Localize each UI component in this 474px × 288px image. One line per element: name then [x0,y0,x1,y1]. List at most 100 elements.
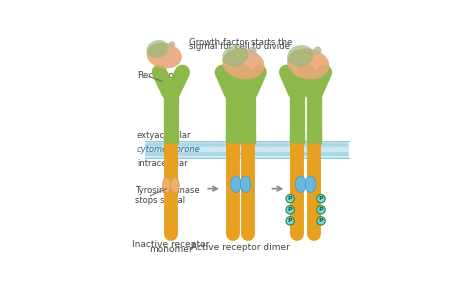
Text: P: P [319,207,323,212]
Circle shape [162,143,165,146]
Circle shape [275,153,278,155]
Text: Receptor: Receptor [137,71,178,80]
Circle shape [249,153,252,155]
Circle shape [345,143,348,146]
Circle shape [242,153,245,155]
Circle shape [317,217,325,225]
Circle shape [259,143,262,146]
Circle shape [305,153,308,155]
Ellipse shape [222,45,248,67]
Circle shape [309,153,311,155]
Circle shape [302,143,305,146]
Text: P: P [319,196,323,201]
Circle shape [219,153,221,155]
Circle shape [299,153,301,155]
Bar [146,141,349,158]
Text: Active receptor dimer: Active receptor dimer [191,243,290,252]
Ellipse shape [230,176,241,193]
Circle shape [292,143,295,146]
Circle shape [165,153,168,155]
Circle shape [295,143,298,146]
Circle shape [285,153,288,155]
Circle shape [269,153,272,155]
Circle shape [305,143,308,146]
Circle shape [169,41,175,48]
Circle shape [206,153,208,155]
Circle shape [338,143,341,146]
Circle shape [172,143,175,146]
Circle shape [239,143,241,146]
Circle shape [209,153,211,155]
Ellipse shape [287,45,313,67]
Circle shape [338,153,341,155]
Circle shape [265,153,268,155]
Circle shape [222,143,225,146]
Circle shape [146,143,148,146]
Circle shape [319,153,321,155]
Circle shape [319,143,321,146]
Circle shape [199,143,201,146]
Circle shape [299,143,301,146]
Circle shape [328,153,331,155]
Circle shape [269,143,272,146]
Circle shape [325,143,328,146]
Circle shape [289,143,292,146]
Circle shape [345,153,348,155]
Ellipse shape [287,48,329,79]
Circle shape [328,143,331,146]
Circle shape [286,206,294,214]
Text: P: P [288,196,292,201]
Circle shape [259,153,262,155]
Text: Growth factor starts the: Growth factor starts the [189,38,292,47]
Ellipse shape [240,176,251,193]
Circle shape [302,153,305,155]
Circle shape [242,143,245,146]
Circle shape [314,47,321,54]
Text: Inactive receptor: Inactive receptor [132,240,210,249]
Ellipse shape [171,178,179,193]
Circle shape [176,153,178,155]
Circle shape [232,153,235,155]
Circle shape [292,153,295,155]
Circle shape [159,143,162,146]
Circle shape [317,194,325,203]
Circle shape [275,143,278,146]
Ellipse shape [295,176,306,193]
Circle shape [192,153,195,155]
Text: Tyrosine kinase
stops signal: Tyrosine kinase stops signal [136,186,200,205]
Circle shape [146,153,148,155]
Text: intracellular: intracellular [137,159,188,168]
Circle shape [262,143,265,146]
Circle shape [282,153,285,155]
Ellipse shape [146,43,182,69]
Circle shape [236,153,238,155]
Ellipse shape [222,48,264,79]
Circle shape [332,143,335,146]
Circle shape [295,153,298,155]
Circle shape [322,143,325,146]
Circle shape [226,153,228,155]
Circle shape [289,153,292,155]
Circle shape [226,143,228,146]
Circle shape [249,143,252,146]
Circle shape [155,143,158,146]
Ellipse shape [305,176,316,193]
Circle shape [285,143,288,146]
Circle shape [312,143,315,146]
Circle shape [252,143,255,146]
Circle shape [149,153,152,155]
Circle shape [219,143,221,146]
Circle shape [282,143,285,146]
Circle shape [209,143,211,146]
Circle shape [272,143,275,146]
Circle shape [239,153,241,155]
Circle shape [252,153,255,155]
Circle shape [232,143,235,146]
Circle shape [265,143,268,146]
Text: monomer: monomer [149,245,192,254]
Text: P: P [288,207,292,212]
Circle shape [332,153,335,155]
Circle shape [212,143,215,146]
Circle shape [206,143,208,146]
Circle shape [325,153,328,155]
